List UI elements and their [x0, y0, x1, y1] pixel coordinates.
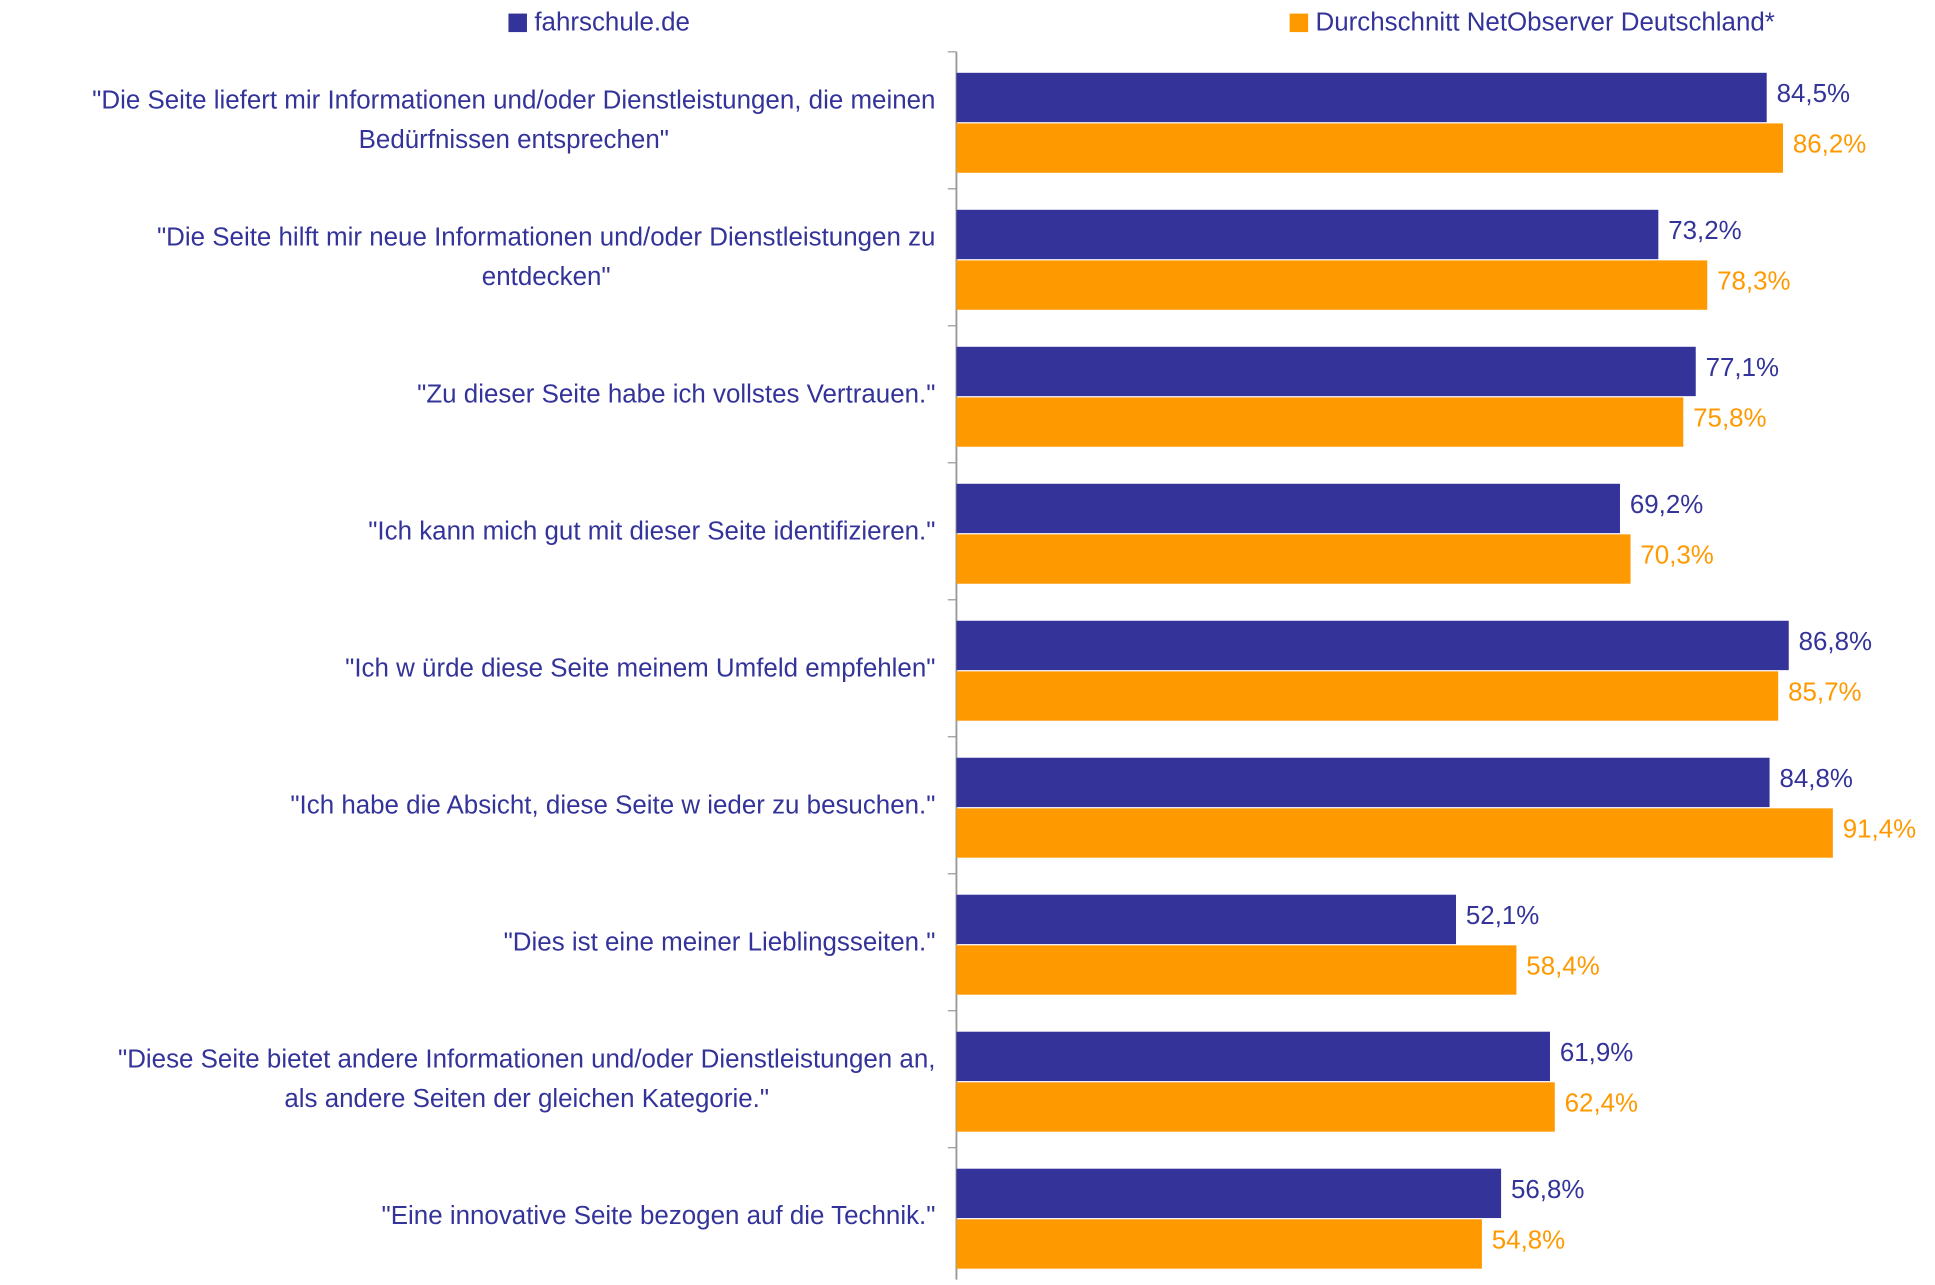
category-label-box: "Zu dieser Seite habe ich vollstes Vertr… [0, 326, 935, 463]
category-label-box: "Ich w ürde diese Seite meinem Umfeld em… [0, 600, 935, 737]
value-label: 62,4% [1565, 1089, 1638, 1117]
value-label: 91,4% [1843, 815, 1916, 843]
bar [956, 758, 1769, 807]
bar [956, 621, 1788, 670]
value-label: 86,8% [1799, 628, 1872, 656]
bar [956, 945, 1516, 994]
bar [956, 671, 1778, 720]
category-label-box: "Eine innovative Seite bezogen auf die T… [0, 1148, 935, 1285]
value-label: 73,2% [1668, 217, 1741, 245]
category-label-box: "Diese Seite bietet andere Informationen… [0, 1011, 935, 1148]
value-label: 58,4% [1526, 952, 1599, 980]
category-label: "Eine innovative Seite bezogen auf die T… [382, 1196, 936, 1235]
category-label: "Ich kann mich gut mit dieser Seite iden… [368, 512, 935, 551]
bar [956, 347, 1695, 396]
bar [956, 895, 1456, 944]
category-label: "Zu dieser Seite habe ich vollstes Vertr… [417, 375, 935, 414]
bar [956, 260, 1707, 309]
value-label: 69,2% [1630, 491, 1703, 519]
value-label: 56,8% [1511, 1176, 1584, 1204]
bar [956, 397, 1683, 446]
category-label-box: "Die Seite hilft mir neue Informationen … [0, 189, 935, 326]
category-label-box: "Ich habe die Absicht, diese Seite w ied… [0, 737, 935, 874]
bar [956, 808, 1832, 857]
page: {"chart_data": {"type": "bar", "orientat… [0, 0, 1935, 1280]
category-label: "Dies ist eine meiner Lieblingsseiten." [504, 922, 936, 961]
value-label: 70,3% [1640, 541, 1713, 569]
value-label: 84,8% [1779, 765, 1852, 793]
category-label: "Diese Seite bietet andere Informationen… [118, 1040, 935, 1119]
value-label: 85,7% [1788, 678, 1861, 706]
value-label: 52,1% [1466, 902, 1539, 930]
legend-label: Durchschnitt NetObserver Deutschland* [1316, 8, 1775, 36]
bar [956, 73, 1766, 122]
legend-label: fahrschule.de [534, 8, 690, 36]
bar [956, 1032, 1550, 1081]
bar [956, 1169, 1501, 1218]
value-label: 84,5% [1777, 80, 1850, 108]
category-label: "Die Seite liefert mir Informationen und… [92, 81, 935, 160]
bar [956, 484, 1620, 533]
legend-swatch [508, 14, 527, 33]
value-label: 86,2% [1793, 130, 1866, 158]
bar [956, 123, 1783, 172]
category-label: "Ich habe die Absicht, diese Seite w ied… [290, 786, 935, 825]
value-label: 54,8% [1492, 1226, 1565, 1254]
chart: fahrschule.de Durchschnitt NetObserver De… [0, 0, 1935, 1280]
category-label-box: "Dies ist eine meiner Lieblingsseiten." [0, 874, 935, 1011]
bar [956, 1082, 1554, 1131]
bar [956, 534, 1630, 583]
category-label: "Ich w ürde diese Seite meinem Umfeld em… [345, 649, 935, 688]
value-label: 77,1% [1706, 354, 1779, 382]
category-label: "Die Seite hilft mir neue Informationen … [157, 218, 935, 297]
value-label: 61,9% [1560, 1039, 1633, 1067]
bar [956, 1219, 1481, 1268]
bar [956, 210, 1658, 259]
category-label-box: "Die Seite liefert mir Informationen und… [0, 52, 935, 189]
category-label-box: "Ich kann mich gut mit dieser Seite iden… [0, 463, 935, 600]
legend-swatch [1290, 14, 1309, 33]
value-label: 78,3% [1717, 267, 1790, 295]
value-label: 75,8% [1693, 404, 1766, 432]
